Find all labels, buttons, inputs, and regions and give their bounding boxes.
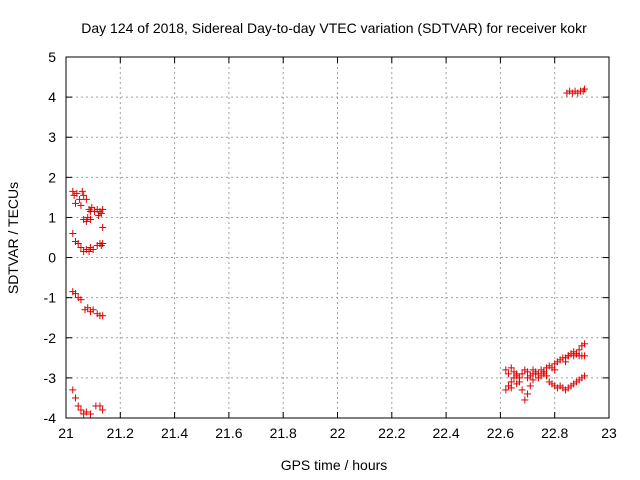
data-point (69, 187, 77, 195)
data-point (529, 370, 537, 378)
data-point (77, 406, 85, 414)
data-point (513, 380, 521, 388)
data-point (551, 366, 559, 374)
y-tick-label: 5 (48, 49, 56, 65)
data-point (526, 382, 534, 390)
data-point (518, 386, 526, 394)
y-tick-label: 3 (48, 129, 56, 145)
y-tick-label: -1 (44, 290, 57, 306)
data-point (89, 246, 97, 254)
y-tick-label: 2 (48, 169, 56, 185)
x-tick-label: 22.6 (487, 425, 514, 441)
x-tick-label: 23 (601, 425, 617, 441)
data-point (86, 410, 94, 418)
data-point (507, 378, 515, 386)
y-axis-label: SDTVAR / TECUs (5, 182, 21, 294)
data-point (521, 396, 529, 404)
axis-ticks (65, 56, 610, 419)
x-tick-label: 21.4 (161, 425, 188, 441)
x-axis-label: GPS time / hours (281, 457, 388, 473)
data-point (76, 195, 84, 203)
x-tick-label: 22.4 (432, 425, 459, 441)
data-points (69, 85, 589, 418)
data-point (72, 290, 80, 298)
data-point (85, 248, 93, 256)
x-tick-label: 21.8 (270, 425, 297, 441)
data-point (82, 217, 90, 225)
data-point (97, 209, 105, 217)
grid-lines (66, 57, 609, 418)
data-point (507, 364, 515, 372)
data-point (84, 304, 92, 312)
y-tick-label: -4 (44, 410, 57, 426)
data-point (69, 386, 77, 394)
data-point (99, 406, 107, 414)
data-point (581, 340, 589, 348)
x-tick-label: 22.8 (541, 425, 568, 441)
data-point (82, 195, 90, 203)
data-point (78, 187, 86, 195)
data-point (89, 306, 97, 314)
data-point (502, 366, 510, 374)
data-point (505, 370, 513, 378)
data-point (524, 390, 532, 398)
data-point (99, 240, 107, 248)
y-tick-label: 1 (48, 209, 56, 225)
y-tick-label: 0 (48, 250, 56, 266)
data-point (74, 240, 82, 248)
data-point (562, 358, 570, 366)
y-tick-label: 4 (48, 89, 56, 105)
data-point (507, 384, 515, 392)
data-point (72, 394, 80, 402)
data-point (99, 205, 107, 213)
data-point (518, 370, 526, 378)
x-tick-label: 22.2 (378, 425, 405, 441)
data-point (82, 408, 90, 416)
data-point (80, 191, 88, 199)
data-point (69, 229, 77, 237)
y-tick-label: -2 (44, 330, 57, 346)
data-point (96, 402, 104, 410)
data-point (88, 203, 96, 211)
x-tick-label: 22 (330, 425, 346, 441)
data-point (575, 346, 583, 354)
data-point (502, 386, 510, 394)
x-tick-label: 21 (58, 425, 74, 441)
data-point (524, 374, 532, 382)
data-point (99, 223, 107, 231)
data-point (86, 215, 94, 223)
data-point (72, 199, 80, 207)
chart-title: Day 124 of 2018, Sidereal Day-to-day VTE… (81, 20, 587, 36)
x-tick-label: 21.6 (215, 425, 242, 441)
data-point (73, 189, 81, 197)
y-tick-labels: -4 -3 -2 -1 0 1 2 3 4 5 (44, 49, 57, 426)
data-point (581, 85, 589, 93)
x-tick-label: 21.2 (107, 425, 134, 441)
data-point (581, 372, 589, 380)
data-point (529, 376, 537, 384)
data-point (77, 244, 85, 252)
x-tick-labels: 21 21.2 21.4 21.6 21.8 22 22.2 22.4 22.6 22.8 23 (58, 425, 617, 441)
data-point (99, 312, 107, 320)
y-tick-label: -3 (44, 370, 57, 386)
data-point (77, 296, 85, 304)
data-point (524, 368, 532, 376)
data-point (581, 352, 589, 360)
data-point (74, 402, 82, 410)
data-point (77, 201, 85, 209)
data-point (540, 370, 548, 378)
data-point (513, 372, 521, 380)
